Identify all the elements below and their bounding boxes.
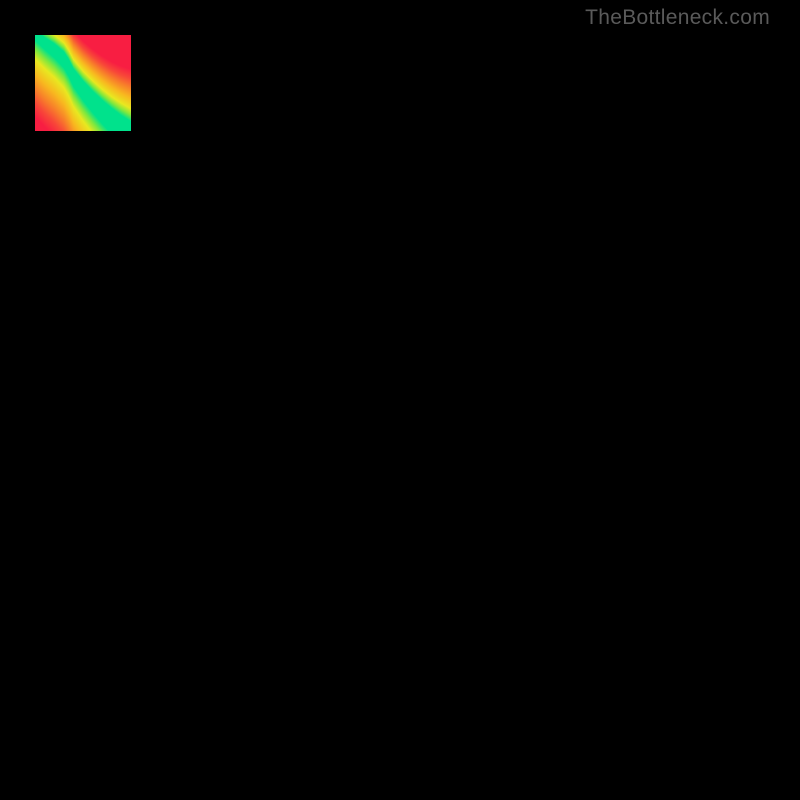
crosshair-horizontal [35,550,765,551]
plot-area [35,35,765,765]
crosshair-vertical [338,35,339,765]
watermark-text: TheBottleneck.com [585,6,770,30]
crosshair-marker-dot [333,545,343,555]
heatmap-canvas [35,35,131,131]
